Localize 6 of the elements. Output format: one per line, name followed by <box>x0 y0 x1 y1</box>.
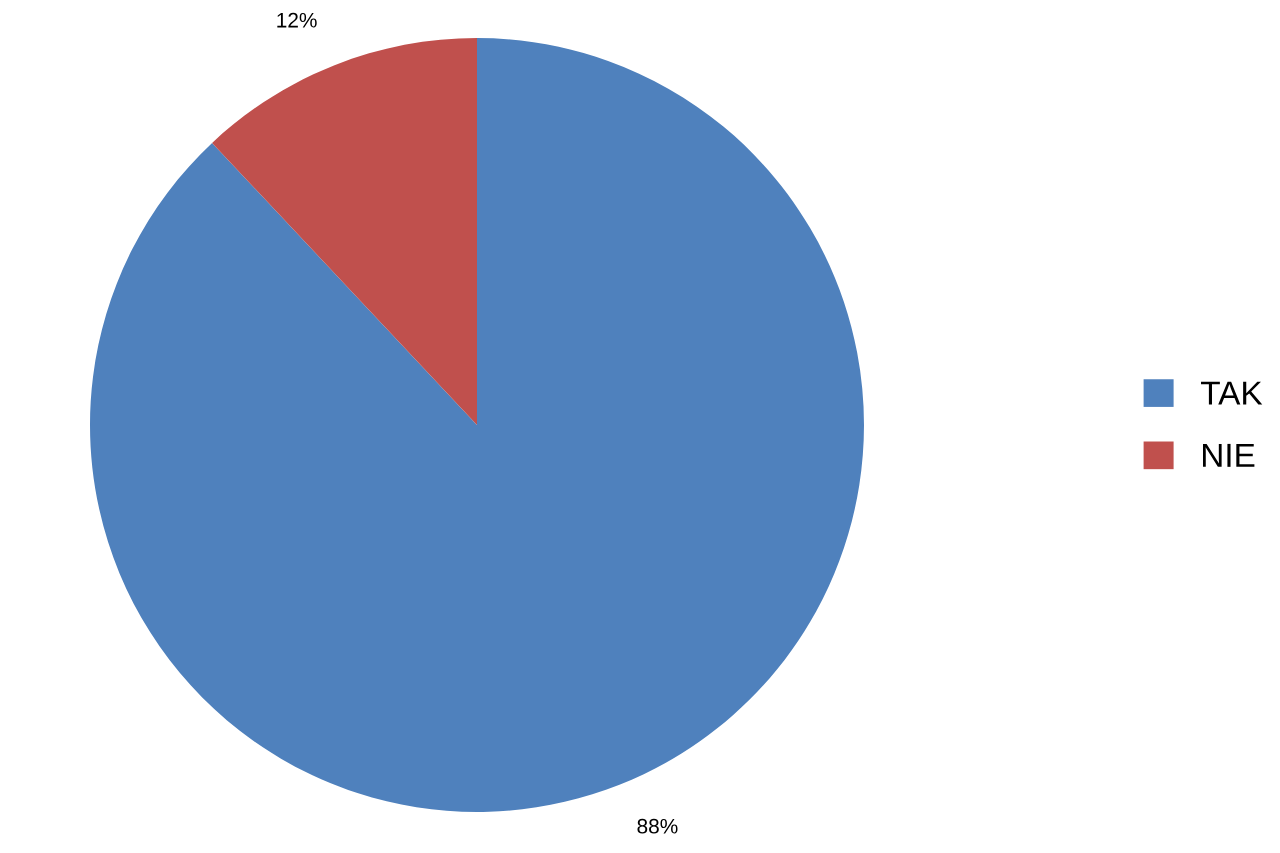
legend-label: TAK <box>1201 381 1263 405</box>
legend-label: NIE <box>1203 443 1255 467</box>
data-label: 12% <box>277 12 317 28</box>
data-label: 88% <box>637 818 678 834</box>
pie-slice <box>90 38 864 812</box>
pie-slice <box>212 38 477 425</box>
